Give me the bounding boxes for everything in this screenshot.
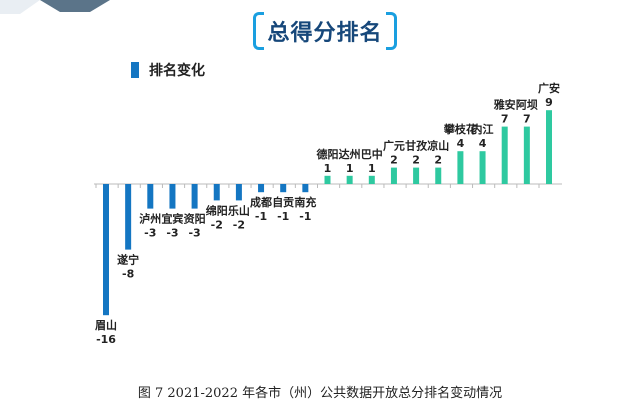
bar-value-自贡: -1 (277, 210, 289, 223)
bar-label-泸州: 泸州 (139, 212, 161, 226)
legend-swatch (131, 62, 139, 78)
bar-value-乐山: -2 (233, 218, 245, 231)
chart-title-box: 总得分排名 (253, 12, 397, 50)
bar-阿坝 (523, 126, 530, 184)
bar-value-资阳: -3 (188, 227, 200, 240)
bar-自贡 (280, 184, 287, 193)
bar-label-绵阳: 绵阳 (206, 203, 228, 217)
bar-label-巴中: 巴中 (361, 147, 383, 161)
bar-眉山 (103, 184, 109, 316)
bar-巴中 (368, 175, 375, 184)
legend-label: 排名变化 (149, 63, 205, 79)
bar-label-达州: 达州 (339, 147, 361, 161)
bar-南充 (302, 184, 309, 193)
bar-label-凉山: 凉山 (427, 139, 449, 153)
bar-label-广安: 广安 (538, 81, 560, 95)
bar-value-内江: 4 (479, 137, 487, 150)
legend: 排名变化 (131, 60, 205, 80)
bar-label-眉山: 眉山 (95, 318, 117, 332)
bar-value-阿坝: 7 (523, 113, 531, 126)
bar-label-德阳: 德阳 (316, 147, 339, 161)
bar-雅安 (501, 126, 508, 184)
bar-广元 (390, 167, 397, 184)
bar-label-内江: 内江 (472, 122, 494, 136)
bar-宜宾 (169, 184, 176, 209)
title-bracket-right (386, 12, 397, 50)
bar-label-宜宾: 宜宾 (161, 212, 183, 226)
bar-label-遂宁: 遂宁 (117, 253, 139, 267)
title-bracket-left (253, 12, 264, 50)
bar-攀枝花 (457, 151, 464, 184)
bar-value-德阳: 1 (324, 162, 332, 175)
bar-label-甘孜: 甘孜 (405, 139, 428, 153)
bar-value-广安: 9 (545, 96, 553, 109)
bar-资阳 (191, 184, 198, 209)
bar-value-广元: 2 (390, 154, 398, 167)
bar-绵阳 (213, 184, 220, 201)
bar-遂宁 (125, 184, 132, 250)
bar-label-资阳: 资阳 (184, 212, 206, 226)
bar-value-泸州: -3 (144, 227, 156, 240)
bar-value-雅安: 7 (501, 113, 509, 126)
bar-label-成都: 成都 (250, 195, 272, 209)
figure-caption: 图 7 2021-2022 年各市（州）公共数据开放总分排名变动情况 (137, 386, 503, 401)
bar-value-成都: -1 (255, 210, 267, 223)
bar-成都 (258, 184, 265, 193)
bar-chart: 眉山-16遂宁-8泸州-3宜宾-3资阳-3绵阳-2乐山-2成都-1自贡-1南充-… (94, 81, 562, 346)
bar-value-攀枝花: 4 (457, 137, 465, 150)
bar-value-凉山: 2 (434, 154, 442, 167)
bar-value-达州: 1 (346, 162, 354, 175)
bar-label-攀枝花: 攀枝花 (443, 122, 477, 136)
bar-value-甘孜: 2 (412, 154, 420, 167)
bar-value-遂宁: -8 (122, 268, 134, 281)
bar-label-雅安: 雅安 (494, 98, 516, 112)
chart-title: 总得分排名 (267, 21, 383, 46)
bar-label-阿坝: 阿坝 (516, 98, 538, 112)
bar-value-南充: -1 (299, 210, 311, 223)
bar-乐山 (235, 184, 242, 201)
bar-广安 (546, 110, 552, 184)
bar-label-南充: 南充 (294, 195, 316, 209)
bar-value-巴中: 1 (368, 162, 376, 175)
bar-label-自贡: 自贡 (272, 195, 294, 209)
bar-甘孜 (413, 167, 420, 184)
bar-label-乐山: 乐山 (228, 203, 250, 217)
bar-label-广元: 广元 (383, 139, 405, 153)
bar-凉山 (435, 167, 442, 184)
bar-value-眉山: -16 (96, 333, 116, 346)
corner-decoration (0, 0, 110, 14)
bar-泸州 (147, 184, 154, 209)
bar-value-绵阳: -2 (211, 218, 223, 231)
bar-value-宜宾: -3 (166, 227, 178, 240)
bar-达州 (346, 175, 353, 184)
bar-德阳 (324, 175, 331, 184)
bar-内江 (479, 151, 486, 184)
